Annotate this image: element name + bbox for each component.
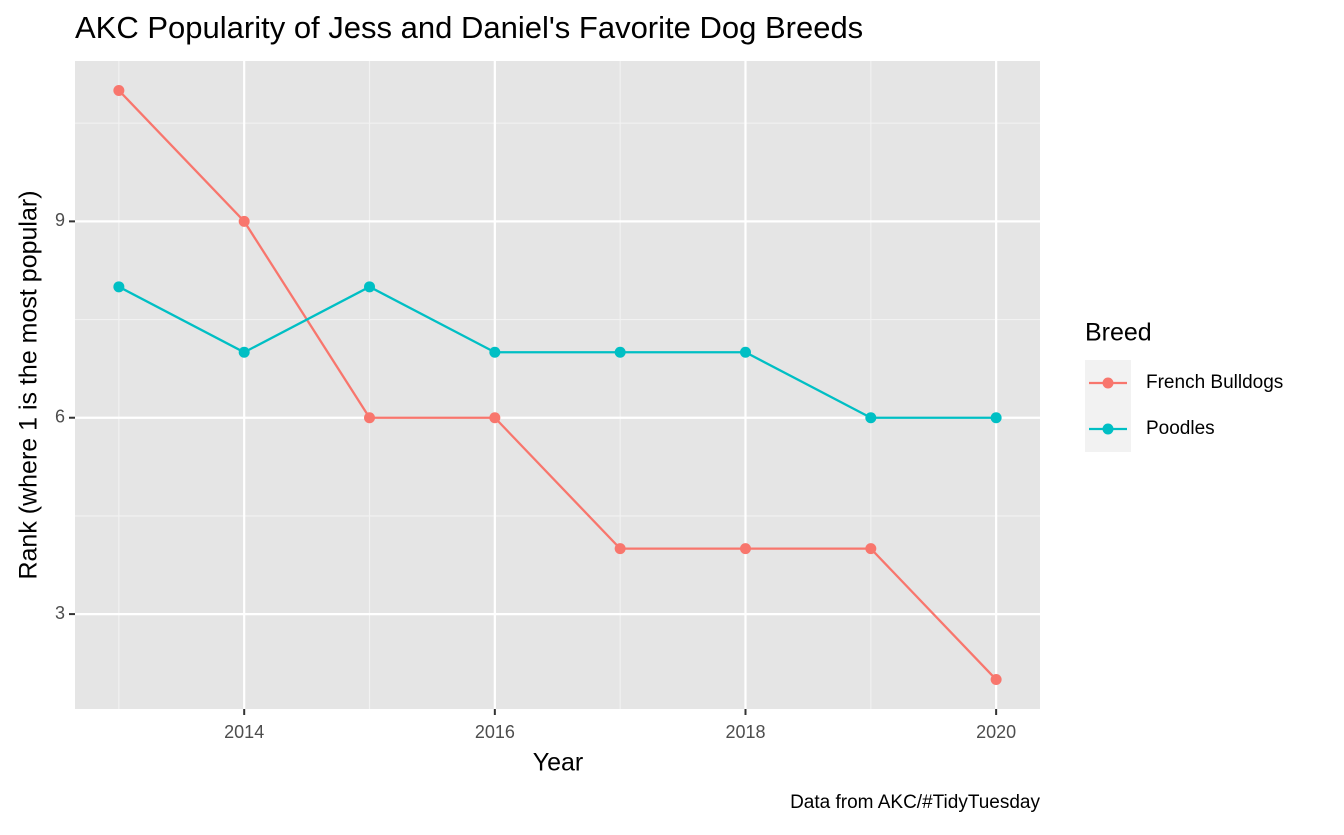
data-point xyxy=(739,346,751,358)
x-tick-label: 2016 xyxy=(475,722,515,742)
y-tick-label: 9 xyxy=(55,210,65,230)
data-point xyxy=(238,346,250,358)
legend-key-point xyxy=(1102,377,1114,389)
legend-key-point xyxy=(1102,423,1114,435)
plot-panel xyxy=(75,61,1040,709)
data-point xyxy=(364,281,376,293)
y-tick-label: 3 xyxy=(55,603,65,623)
x-tick-label: 2014 xyxy=(224,722,264,742)
data-point xyxy=(489,412,501,424)
legend-label: Poodles xyxy=(1146,418,1215,439)
data-point xyxy=(113,281,125,293)
x-tick-label: 2020 xyxy=(976,722,1016,742)
legend-title: Breed xyxy=(1085,319,1152,347)
caption: Data from AKC/#TidyTuesday xyxy=(790,792,1040,813)
data-point xyxy=(364,412,376,424)
y-axis-title: Rank (where 1 is the most popular) xyxy=(15,190,43,579)
data-point xyxy=(614,346,626,358)
data-point xyxy=(614,543,626,555)
data-point xyxy=(739,543,751,555)
data-point xyxy=(990,412,1002,424)
legend-key-background xyxy=(1085,360,1131,452)
chart-title: AKC Popularity of Jess and Daniel's Favo… xyxy=(75,10,863,45)
data-point xyxy=(865,412,877,424)
data-point xyxy=(113,84,125,96)
data-point xyxy=(865,543,877,555)
x-axis-title: Year xyxy=(533,749,584,777)
legend-label: French Bulldogs xyxy=(1146,372,1283,393)
data-point xyxy=(238,215,250,227)
x-tick-label: 2018 xyxy=(725,722,765,742)
series-line xyxy=(118,89,997,681)
data-point xyxy=(990,674,1002,686)
y-tick-label: 6 xyxy=(55,406,65,426)
data-point xyxy=(489,346,501,358)
series-line xyxy=(118,285,997,419)
